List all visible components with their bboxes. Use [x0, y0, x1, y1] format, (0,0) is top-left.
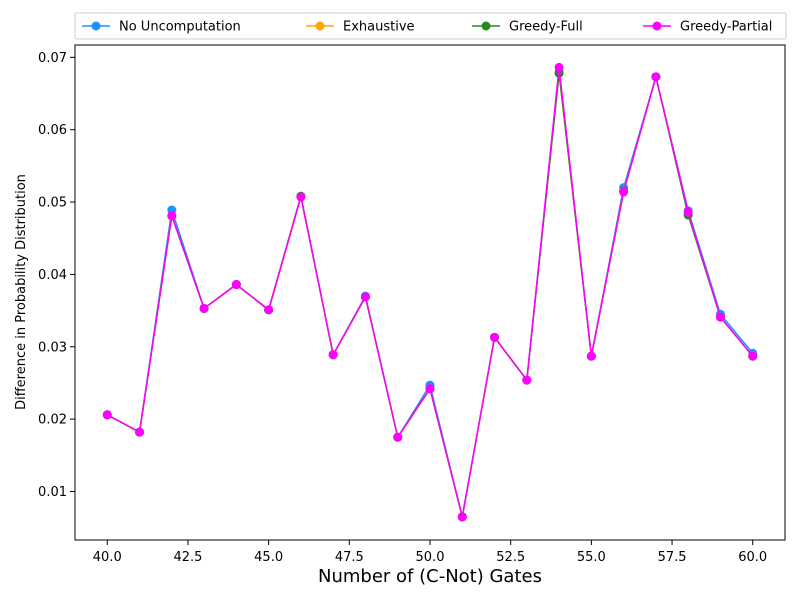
legend-swatch-marker	[91, 21, 101, 31]
data-point	[296, 192, 306, 202]
y-tick-label: 0.04	[38, 268, 67, 283]
data-point	[393, 432, 403, 442]
x-tick-label: 40.0	[93, 550, 122, 565]
data-point	[135, 427, 145, 437]
data-point	[360, 292, 370, 302]
y-axis: 0.01 0.02 0.03 0.04 0.05 0.06 0.07	[38, 51, 75, 500]
x-tick-label: 55.0	[577, 550, 606, 565]
legend-item: No Uncomputation	[82, 20, 241, 35]
data-point	[457, 512, 467, 522]
y-axis-title: Difference in Probability Distribution	[14, 174, 29, 410]
legend-label: Greedy-Partial	[680, 20, 772, 35]
legend-frame	[74, 12, 787, 40]
plot-frame	[74, 44, 786, 541]
data-point	[328, 350, 338, 360]
legend-item: Greedy-Full	[472, 20, 583, 35]
legend-label: Exhaustive	[343, 20, 415, 35]
data-point	[715, 312, 725, 322]
x-tick-label: 47.5	[335, 550, 364, 565]
data-point	[167, 211, 177, 221]
x-tick-label: 60.0	[738, 550, 767, 565]
x-tick-label: 42.5	[173, 550, 202, 565]
data-point	[522, 375, 532, 385]
series-line	[106, 72, 754, 518]
x-tick-label: 57.5	[658, 550, 687, 565]
series-greedy-partial	[102, 62, 758, 522]
data-point	[231, 280, 241, 290]
legend-swatch-marker	[481, 21, 491, 31]
data-point	[264, 305, 274, 315]
data-point	[619, 187, 629, 197]
data-point	[586, 351, 596, 361]
series-greedy-full	[102, 68, 758, 522]
data-point	[683, 207, 693, 217]
x-tick-label: 50.0	[416, 550, 445, 565]
series-line	[106, 66, 754, 518]
legend: No Uncomputation Exhaustive Greedy-Full Gre…	[74, 12, 787, 40]
data-point	[490, 332, 500, 342]
y-tick-label: 0.06	[38, 123, 67, 138]
x-axis-title: Number of (C-Not) Gates	[318, 566, 542, 587]
series-line	[106, 72, 754, 518]
x-axis: 40.0 42.5 45.0 47.5 50.0 52.5 55.0 57.5 60.0	[93, 540, 767, 565]
legend-item: Exhaustive	[306, 20, 415, 35]
legend-swatch-marker	[652, 21, 662, 31]
data-point	[748, 351, 758, 361]
data-point	[554, 62, 564, 72]
legend-label: No Uncomputation	[119, 20, 241, 35]
data-point	[651, 72, 661, 82]
y-tick-label: 0.01	[38, 485, 67, 500]
series-line	[106, 71, 754, 518]
y-tick-label: 0.03	[38, 340, 67, 355]
legend-label: Greedy-Full	[509, 20, 583, 35]
y-tick-label: 0.02	[38, 413, 67, 428]
y-tick-label: 0.07	[38, 51, 67, 66]
y-tick-label: 0.05	[38, 196, 67, 211]
x-tick-label: 45.0	[254, 550, 283, 565]
series-layer	[102, 62, 758, 522]
data-point	[425, 384, 435, 394]
legend-swatch-marker	[315, 21, 325, 31]
series-exhaustive	[102, 68, 758, 522]
x-tick-label: 52.5	[496, 550, 525, 565]
series-no-uncomputation	[102, 67, 758, 522]
data-point	[102, 410, 112, 420]
legend-item: Greedy-Partial	[643, 20, 772, 35]
data-point	[199, 303, 209, 313]
